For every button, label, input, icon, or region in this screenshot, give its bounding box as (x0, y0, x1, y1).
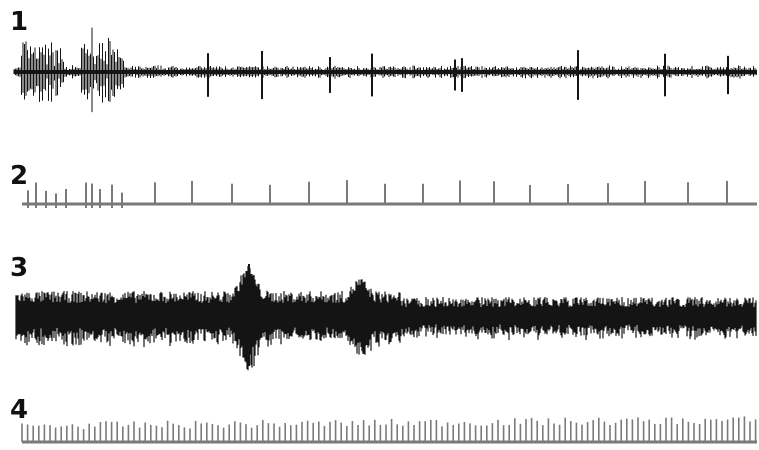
trace-1-waveform (13, 27, 757, 113)
trace-2-waveform (22, 180, 757, 208)
trace-4-label: 4 (10, 395, 28, 425)
trace-4-waveform (21, 416, 757, 444)
trace-2-label: 2 (10, 161, 28, 191)
trace-3-waveform (15, 264, 757, 371)
trace-3-label: 3 (10, 253, 28, 283)
trace-1-label: 1 (10, 7, 28, 37)
